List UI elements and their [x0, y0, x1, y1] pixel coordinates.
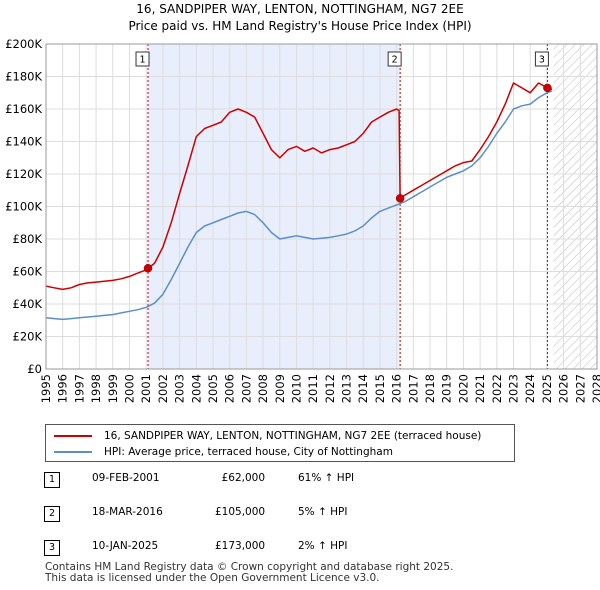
x-tick-label: 2005	[206, 374, 220, 403]
x-tick-label: 1999	[106, 374, 120, 403]
x-tick-label: 2000	[122, 374, 136, 403]
x-tick-label: 1996	[56, 374, 70, 403]
price-chart: 16, SANDPIPER WAY, LENTON, NOTTINGHAM, N…	[5, 2, 600, 403]
y-tick-label: £140K	[5, 135, 42, 149]
x-tick-label: 2004	[189, 374, 203, 403]
x-tick-label: 2022	[490, 374, 504, 403]
x-tick-label: 2028	[590, 374, 600, 403]
footer-line-licence: This data is licensed under the Open Gov…	[45, 572, 380, 584]
x-tick-label: 2009	[273, 374, 287, 403]
footer-attribution: Contains HM Land Registry data © Crown c…	[45, 562, 453, 584]
sale-date: 09-FEB-2001	[92, 472, 160, 484]
y-tick-label: £80K	[13, 232, 43, 246]
sale-label-box	[534, 51, 549, 67]
x-tick-label: 2011	[306, 374, 320, 403]
y-tick-label: £60K	[13, 265, 43, 279]
sale-marker-badge: 1	[44, 472, 60, 488]
x-tick-label: 2023	[507, 374, 521, 403]
sale-price: £173,000	[215, 540, 266, 552]
sale-label-box	[387, 51, 402, 67]
x-tick-label: 2008	[256, 374, 270, 403]
sale-date: 10-JAN-2025	[92, 540, 159, 552]
sale-hpi-change: 61% ↑ HPI	[298, 472, 355, 484]
sale-hpi-change: 2% ↑ HPI	[298, 540, 348, 552]
x-tick-label: 2007	[239, 374, 253, 403]
y-tick-label: £100K	[5, 200, 42, 214]
chart-subtitle: Price paid vs. HM Land Registry's House …	[128, 19, 471, 33]
property-price-line	[45, 82, 553, 291]
y-tick-label: £200K	[5, 37, 42, 51]
x-tick-label: 2027	[573, 374, 587, 403]
legend-item-property: 16, SANDPIPER WAY, LENTON, NOTTINGHAM, N…	[54, 430, 481, 442]
x-tick-label: 2002	[156, 374, 170, 403]
x-tick-label: 2017	[406, 374, 420, 403]
y-tick-label: £40K	[13, 297, 43, 311]
y-tick-label: £20K	[13, 330, 43, 344]
x-tick-label: 2026	[557, 374, 571, 403]
x-tick-label: 2025	[540, 374, 554, 403]
legend-label-property: 16, SANDPIPER WAY, LENTON, NOTTINGHAM, N…	[104, 430, 482, 442]
x-tick-label: 2013	[340, 374, 354, 403]
sale-row: 1 09-FEB-2001 £62,000 61% ↑ HPI	[0, 472, 600, 494]
plot-frame	[45, 43, 598, 370]
sale-point	[143, 264, 153, 273]
sale-label-number: 3	[539, 55, 545, 66]
y-tick-label: £160K	[5, 102, 42, 116]
x-tick-label: 2014	[356, 374, 370, 403]
y-tick-label: £180K	[5, 70, 42, 84]
legend-label-hpi: HPI: Average price, terraced house, City…	[104, 446, 393, 458]
x-tick-label: 1997	[72, 374, 86, 403]
x-tick-label: 2020	[456, 374, 470, 403]
sale-label-number: 2	[392, 55, 398, 66]
sale-price: £62,000	[221, 472, 265, 484]
x-tick-label: 2024	[523, 374, 537, 403]
legend-item-hpi: HPI: Average price, terraced house, City…	[54, 446, 393, 458]
chart-title: 16, SANDPIPER WAY, LENTON, NOTTINGHAM, N…	[136, 2, 463, 16]
x-tick-label: 2012	[323, 374, 337, 403]
sale-label-number: 1	[139, 55, 145, 66]
sale-label-box	[135, 51, 150, 67]
x-tick-label: 2003	[173, 374, 187, 403]
x-tick-label: 2010	[289, 374, 303, 403]
x-tick-label: 2016	[390, 374, 404, 403]
legend-swatch-hpi	[54, 451, 92, 453]
sale-point	[395, 194, 405, 203]
x-tick-label: 2015	[373, 374, 387, 403]
sale-date: 18-MAR-2016	[92, 506, 163, 518]
sale-row: 3 10-JAN-2025 £173,000 2% ↑ HPI	[0, 540, 600, 562]
x-tick-label: 2021	[473, 374, 487, 403]
sale-point	[543, 83, 552, 93]
x-tick-label: 2018	[423, 374, 437, 403]
x-tick-label: 2006	[223, 374, 237, 403]
x-tick-label: 1995	[39, 374, 53, 403]
footer-line-copyright: Contains HM Land Registry data © Crown c…	[45, 561, 454, 573]
sale-price: £105,000	[215, 506, 266, 518]
x-tick-label: 2001	[139, 374, 153, 403]
x-tick-label: 1998	[89, 374, 103, 403]
x-tick-label: 2019	[440, 374, 454, 403]
legend-swatch-property	[54, 435, 92, 437]
sale-marker-badge: 3	[44, 540, 60, 556]
y-tick-label: £120K	[5, 167, 42, 181]
chart-legend: 16, SANDPIPER WAY, LENTON, NOTTINGHAM, N…	[45, 424, 515, 462]
sale-marker-badge: 2	[44, 506, 60, 522]
hpi-line	[45, 90, 553, 321]
sale-row: 2 18-MAR-2016 £105,000 5% ↑ HPI	[0, 506, 600, 528]
y-tick-label: £0	[27, 362, 42, 376]
sale-hpi-change: 5% ↑ HPI	[298, 506, 348, 518]
